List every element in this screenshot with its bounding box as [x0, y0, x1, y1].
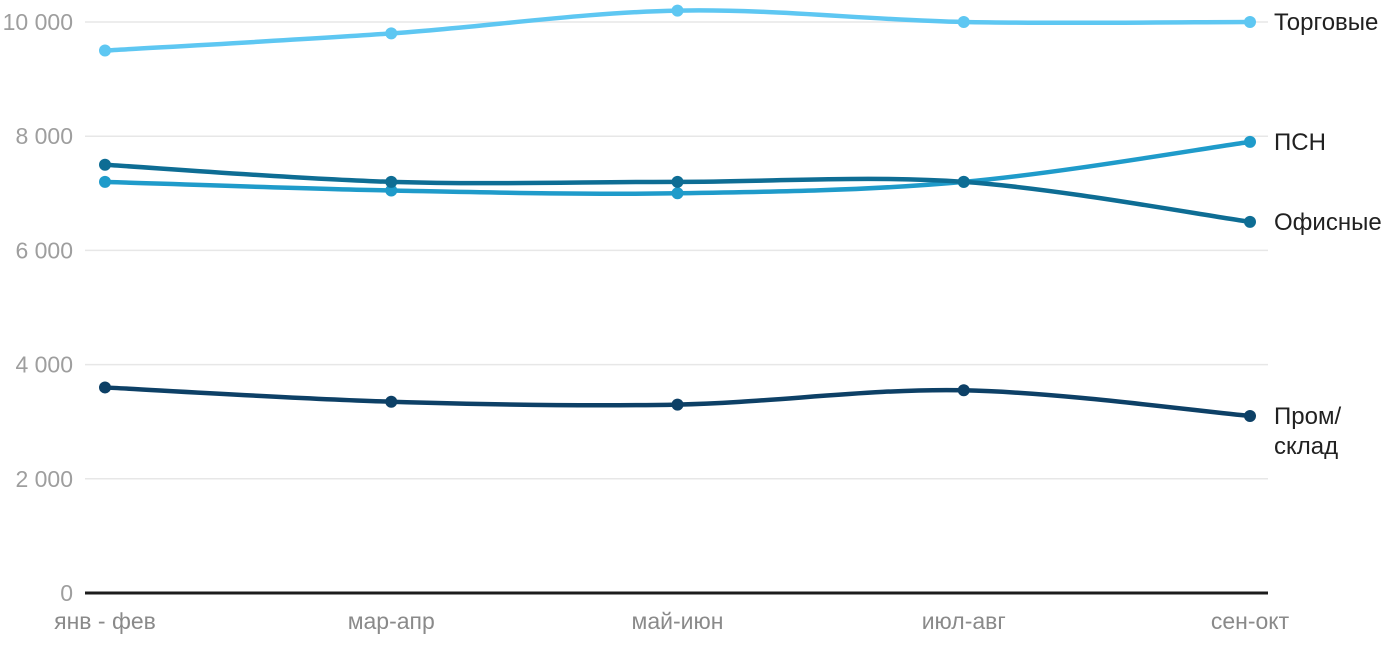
series-point [1244, 215, 1256, 228]
series-point [385, 175, 398, 188]
y-tick-label: 8 000 [15, 123, 73, 149]
x-tick-label: сен-окт [1211, 608, 1290, 634]
series-point [671, 175, 684, 188]
series-point [385, 27, 398, 40]
x-tick-label: янв - фев [54, 608, 156, 634]
x-tick-label: мар-апр [348, 608, 435, 634]
series-point [1244, 16, 1256, 28]
y-tick-label: 10 000 [3, 9, 73, 35]
series-point [1244, 409, 1256, 422]
y-tick-label: 4 000 [15, 352, 73, 378]
series-label: Офисные [1274, 209, 1382, 236]
series-point [957, 384, 970, 397]
series-point [99, 158, 111, 171]
x-tick-label: июл-авг [922, 608, 1006, 634]
y-tick-label: 0 [60, 580, 73, 606]
series-point [99, 175, 111, 188]
series-point [671, 187, 684, 200]
y-tick-label: 2 000 [15, 466, 73, 492]
series-point [99, 44, 111, 57]
series-point [671, 398, 684, 411]
series-label: Торговые [1274, 9, 1378, 36]
x-tick-label: май-июн [632, 608, 724, 634]
series-point [671, 4, 684, 17]
series-point [385, 395, 398, 408]
series-point [957, 16, 970, 28]
series-point [1244, 135, 1256, 148]
series-point [957, 175, 970, 188]
series-point [385, 184, 398, 197]
series-label: склад [1274, 433, 1338, 460]
series-label: Пром/ [1274, 403, 1341, 430]
series-label: ПСН [1274, 129, 1326, 156]
series-point [99, 381, 111, 394]
y-tick-label: 6 000 [15, 237, 73, 263]
